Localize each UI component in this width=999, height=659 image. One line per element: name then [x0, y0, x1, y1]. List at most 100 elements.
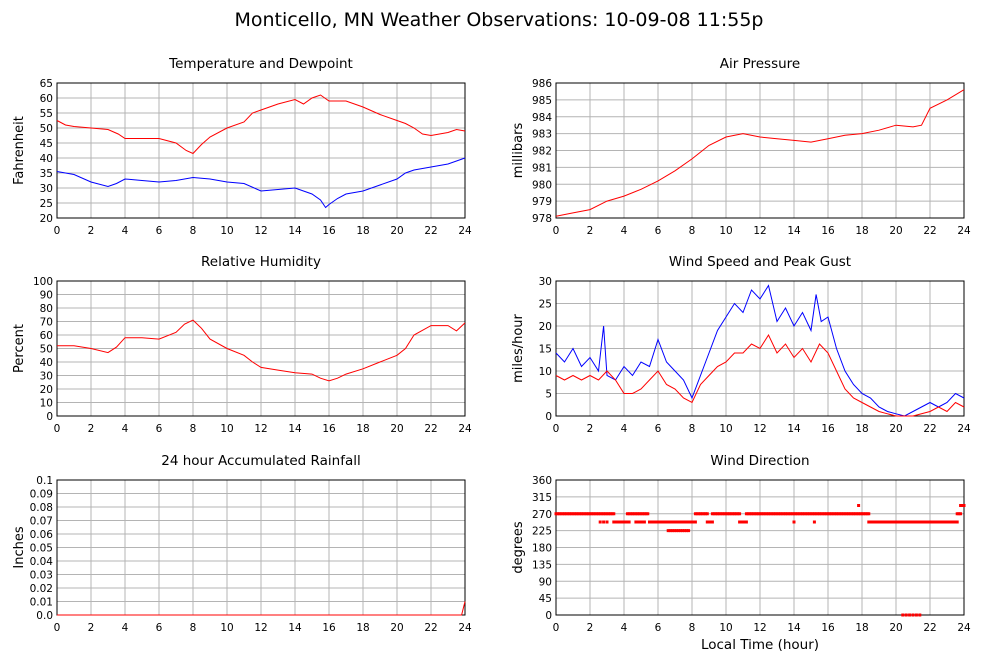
direction-point: [835, 512, 838, 516]
direction-point: [857, 512, 861, 516]
direction-point: [624, 520, 628, 524]
x-tick-label: 0: [553, 622, 560, 634]
direction-point: [899, 520, 903, 524]
direction-point: [676, 520, 680, 524]
x-tick-label: 20: [390, 423, 403, 435]
direction-point: [838, 512, 842, 516]
direction-point: [716, 512, 719, 516]
y-tick-label: 10: [539, 366, 552, 378]
direction-point: [865, 512, 869, 516]
direction-point: [634, 512, 638, 516]
direction-point: [812, 512, 816, 516]
y-tick-label: 984: [532, 112, 552, 124]
y-tick-label: 25: [40, 198, 53, 210]
direction-point: [904, 613, 908, 617]
direction-point: [634, 520, 638, 524]
x-tick-label: 8: [689, 225, 696, 237]
direction-point: [760, 512, 764, 516]
direction-point: [736, 512, 740, 516]
direction-point: [916, 520, 920, 524]
direction-point: [683, 520, 687, 524]
chart-title: Temperature and Dewpoint: [168, 56, 353, 72]
direction-point: [619, 520, 623, 524]
x-tick-label: 2: [88, 622, 95, 634]
x-tick-label: 20: [889, 225, 902, 237]
direction-point: [642, 520, 646, 524]
direction-point: [819, 512, 823, 516]
direction-point: [644, 512, 648, 516]
direction-point: [841, 512, 845, 516]
y-tick-label: 40: [40, 357, 53, 369]
direction-point: [591, 512, 595, 516]
series-line-blue: [56, 157, 466, 209]
direction-point: [636, 512, 640, 516]
direction-point: [641, 512, 645, 516]
direction-point: [855, 512, 859, 516]
direction-point: [930, 520, 934, 524]
y-tick-label: 70: [40, 317, 53, 329]
direction-point: [670, 529, 674, 533]
chart-title: 24 hour Accumulated Rainfall: [161, 453, 360, 469]
direction-point: [687, 520, 691, 524]
direction-point: [557, 512, 561, 516]
y-tick-label: 979: [532, 196, 552, 208]
direction-point: [627, 512, 631, 516]
direction-point: [668, 520, 672, 524]
y-tick-label: 0.02: [30, 583, 53, 595]
direction-point: [875, 520, 879, 524]
x-tick-label: 10: [220, 423, 233, 435]
x-tick-label: 20: [889, 423, 902, 435]
direction-point: [571, 512, 575, 516]
y-tick-label: 180: [532, 543, 552, 555]
direction-point: [768, 512, 772, 516]
x-tick-label: 18: [356, 622, 369, 634]
y-tick-label: 0: [545, 411, 552, 423]
chart-title: Relative Humidity: [201, 254, 321, 270]
x-tick-label: 8: [190, 225, 197, 237]
direction-point: [921, 520, 925, 524]
direction-point: [933, 520, 937, 524]
y-tick-label: 986: [532, 78, 552, 90]
direction-point: [775, 512, 779, 516]
y-tick-label: 40: [40, 153, 53, 165]
direction-point: [576, 512, 580, 516]
y-tick-label: 315: [532, 492, 552, 504]
x-tick-label: 16: [821, 423, 835, 435]
x-tick-label: 16: [322, 225, 336, 237]
direction-point: [829, 512, 833, 516]
x-tick-label: 4: [621, 622, 628, 634]
series-line-red: [56, 94, 466, 155]
direction-point: [663, 520, 667, 524]
direction-point: [755, 512, 759, 516]
x-tick-label: 0: [553, 225, 560, 237]
x-tick-label: 24: [957, 622, 971, 634]
direction-point: [666, 529, 670, 533]
direction-point: [892, 520, 896, 524]
direction-point: [702, 512, 706, 516]
x-tick-label: 0: [54, 423, 61, 435]
direction-point: [850, 512, 854, 516]
x-tick-label: 22: [424, 622, 437, 634]
direction-point: [710, 520, 714, 524]
direction-point: [588, 512, 592, 516]
plot-frame: [56, 280, 466, 417]
direction-point: [680, 529, 684, 533]
direction-point: [704, 512, 708, 516]
x-tick-label: 12: [753, 225, 766, 237]
direction-point: [734, 512, 738, 516]
y-tick-label: 0.01: [30, 597, 53, 609]
direction-point: [585, 512, 589, 516]
direction-point: [955, 512, 959, 516]
direction-point: [828, 512, 832, 516]
direction-point: [960, 504, 964, 507]
direction-point: [653, 520, 657, 524]
direction-point: [641, 520, 645, 524]
x-tick-label: 10: [220, 622, 233, 634]
y-tick-label: 30: [539, 276, 552, 288]
direction-point: [863, 512, 867, 516]
y-tick-label: 985: [532, 95, 552, 107]
direction-point: [605, 512, 609, 516]
direction-point: [767, 512, 770, 516]
x-tick-label: 20: [390, 622, 403, 634]
